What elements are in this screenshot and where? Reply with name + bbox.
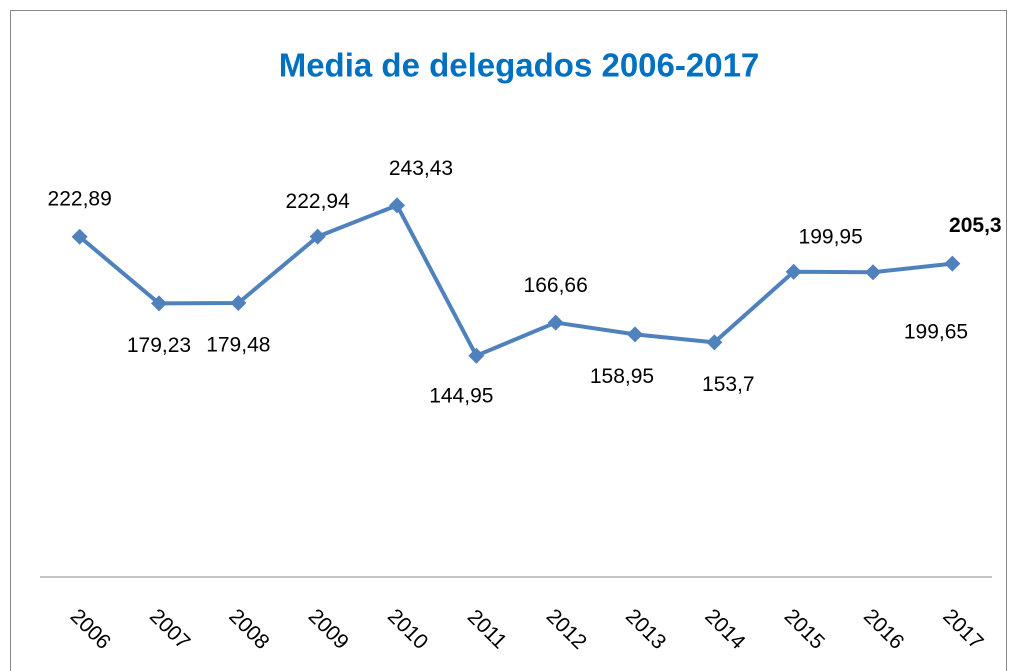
data-label: 243,43 — [389, 157, 453, 180]
marker — [547, 314, 564, 331]
data-label: 205,3 — [949, 214, 1002, 237]
marker — [706, 334, 723, 351]
data-label: 158,95 — [590, 365, 654, 388]
chart-title: Media de delegados 2006-2017 — [279, 47, 760, 84]
marker — [865, 264, 881, 281]
data-label: 199,95 — [799, 225, 863, 248]
data-label: 166,66 — [524, 274, 588, 297]
marker — [944, 255, 961, 272]
data-label: 179,23 — [127, 334, 191, 357]
marker — [785, 263, 802, 280]
data-label: 222,89 — [48, 187, 112, 210]
data-label: 153,7 — [702, 373, 755, 396]
data-label: 199,65 — [904, 321, 968, 344]
marker — [468, 347, 485, 364]
marker — [309, 228, 326, 245]
marker — [230, 294, 247, 311]
data-label: 179,48 — [206, 334, 270, 357]
marker — [71, 228, 88, 245]
data-label: 144,95 — [429, 384, 493, 407]
line — [78, 203, 953, 358]
marker — [627, 326, 643, 343]
data-label: 222,94 — [286, 190, 351, 213]
marker — [151, 295, 167, 312]
marker — [389, 197, 405, 214]
